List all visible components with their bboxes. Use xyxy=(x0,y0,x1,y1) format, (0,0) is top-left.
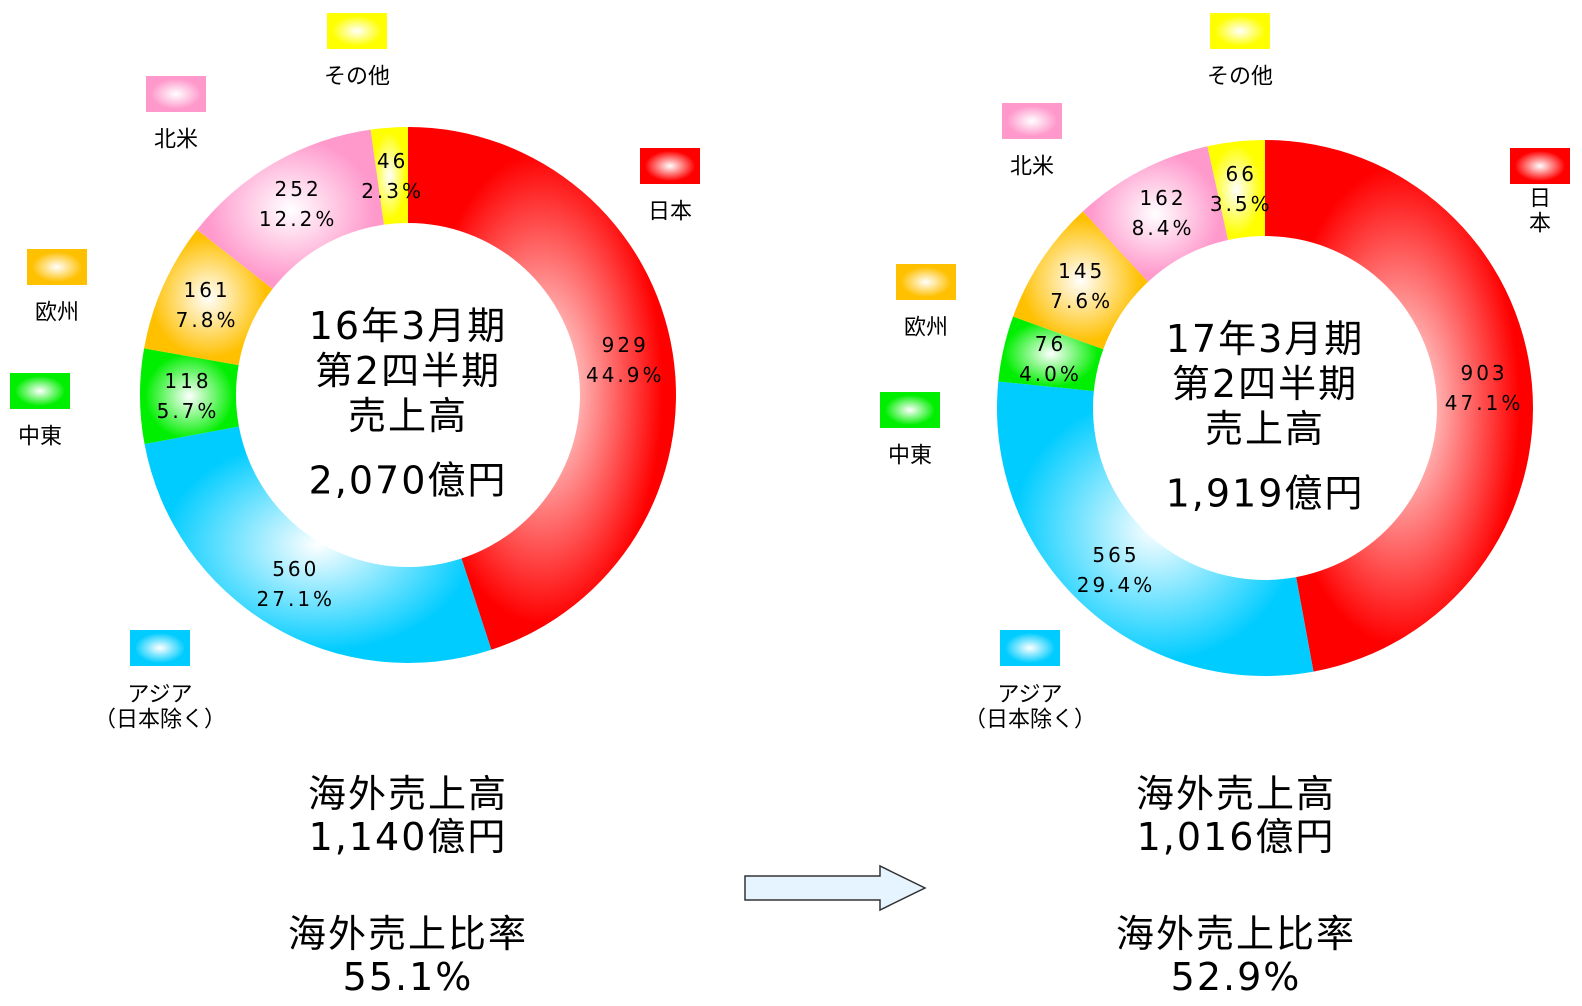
legend-label: 日本 xyxy=(647,199,693,225)
donut-slice xyxy=(1082,146,1229,282)
ratio-value: 55.1% xyxy=(342,955,474,1000)
legend-swatch xyxy=(1000,630,1060,666)
donut-slice xyxy=(370,127,408,225)
legend-swatch xyxy=(896,264,956,300)
legend-label: アジア （日本除く） xyxy=(963,682,1097,733)
data-label: 66 xyxy=(1225,162,1257,187)
donut-slice xyxy=(139,348,239,445)
overseas-value: 1,140億円 xyxy=(308,815,508,860)
legend-swatch xyxy=(130,630,190,666)
donut-slice xyxy=(996,381,1314,676)
legend-label: 欧州 xyxy=(903,315,949,341)
legend-label: 北米 xyxy=(153,127,199,153)
data-label: 565 xyxy=(1092,542,1140,567)
share-label: 7.8% xyxy=(175,308,239,333)
overseas-value: 1,016億円 xyxy=(1136,815,1336,860)
donut-slice xyxy=(197,129,385,289)
legend-label: 日本 xyxy=(1528,186,1551,237)
donut-slice xyxy=(998,316,1104,391)
legend-swatch xyxy=(1210,13,1270,49)
ratio-value: 52.9% xyxy=(1170,955,1302,1000)
share-label: 2.3% xyxy=(361,178,425,203)
data-label: 252 xyxy=(274,177,322,202)
legend-label: 北米 xyxy=(1009,154,1055,180)
center-total: 2,070億円 xyxy=(308,458,508,503)
data-label: 145 xyxy=(1058,259,1106,284)
legend-swatch xyxy=(1510,148,1570,184)
legend-swatch xyxy=(10,373,70,409)
legend-swatch xyxy=(640,148,700,184)
share-label: 47.1% xyxy=(1444,391,1524,416)
ratio-label: 海外売上比率 xyxy=(287,912,529,957)
overseas-label: 海外売上高 xyxy=(307,772,509,817)
legend-label: その他 xyxy=(1206,64,1274,90)
share-label: 4.0% xyxy=(1019,362,1082,387)
donut-slice xyxy=(408,127,676,650)
share-label: 5.7% xyxy=(156,399,220,423)
data-label: 118 xyxy=(164,369,212,393)
donut-slice xyxy=(1207,140,1265,241)
share-label: 27.1% xyxy=(256,587,336,612)
legend-label: 中東 xyxy=(17,424,63,450)
donut-slice xyxy=(144,426,492,663)
legend-label: その他 xyxy=(323,64,391,90)
donut-slice xyxy=(1013,211,1149,350)
legend-swatch xyxy=(1002,103,1062,139)
share-label: 3.5% xyxy=(1209,192,1273,217)
donut-slice xyxy=(144,229,273,366)
legend-label: 欧州 xyxy=(34,300,80,326)
center-title: 16年3月期 第2四半期 売上高 xyxy=(308,303,508,438)
data-label: 46 xyxy=(376,148,409,173)
center-title: 17年3月期 第2四半期 売上高 xyxy=(1165,316,1365,451)
share-label: 8.4% xyxy=(1131,216,1195,241)
data-label: 161 xyxy=(183,278,231,303)
data-label: 560 xyxy=(272,557,320,582)
data-label: 903 xyxy=(1460,361,1508,386)
donut-slice xyxy=(1265,140,1534,672)
overseas-label: 海外売上高 xyxy=(1135,772,1337,817)
data-label: 929 xyxy=(601,333,649,358)
share-label: 12.2% xyxy=(258,207,338,232)
legend-swatch xyxy=(327,13,387,49)
legend-swatch xyxy=(27,249,87,285)
legend-label: 中東 xyxy=(887,443,933,469)
share-label: 7.6% xyxy=(1050,289,1114,314)
legend-label: アジア （日本除く） xyxy=(93,682,227,733)
data-label: 162 xyxy=(1139,186,1187,211)
center-total: 1,919億円 xyxy=(1165,471,1365,516)
share-label: 44.9% xyxy=(585,363,665,388)
legend-swatch xyxy=(146,76,206,112)
arrow xyxy=(744,864,927,912)
legend-swatch xyxy=(880,392,940,428)
share-label: 29.4% xyxy=(1076,572,1156,597)
data-label: 76 xyxy=(1034,332,1067,357)
ratio-label: 海外売上比率 xyxy=(1115,912,1357,957)
